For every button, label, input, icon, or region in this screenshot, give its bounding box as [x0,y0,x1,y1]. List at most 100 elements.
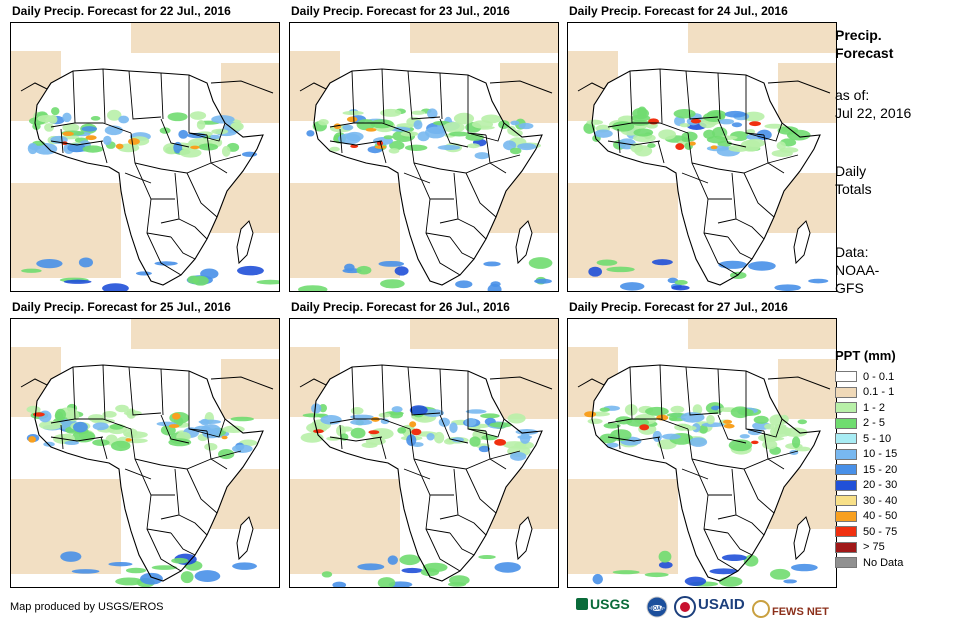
heavy-rain-cell [85,135,97,141]
country-border [425,232,461,276]
ocean-rain-cell [494,562,521,573]
rain-cell [168,438,192,447]
rain-cell [356,119,376,131]
ocean-rain-cell [60,551,82,562]
dry-area [410,23,558,53]
rain-cell [340,426,353,432]
country-border [50,140,104,146]
country-border [170,236,196,260]
rain-cell [467,143,480,149]
heavy-rain-cell [333,123,342,130]
country-border [170,532,196,556]
forecast-panel-5: Daily Precip. Forecast for 26 Jul., 2016 [289,300,559,588]
arabia-coast [489,376,553,390]
legend-swatch [835,417,857,429]
arabia-coast [767,376,831,390]
rain-cell [104,125,123,136]
country-border [703,528,739,572]
legend-item: 10 - 15 [835,447,903,463]
legend-swatch [835,557,857,569]
heavy-rain-cell [368,430,380,435]
ocean-rain-cell [774,284,801,291]
madagascar [515,220,533,265]
country-border [467,418,505,438]
rain-cell [350,427,366,439]
madagascar [236,516,254,561]
country-border [489,154,521,164]
heavy-rain-cell [690,118,702,124]
rain-cell [777,126,799,135]
heavy-rain-cell [190,145,200,150]
rain-cell [631,114,651,122]
rain-cell [350,414,374,420]
dry-area [500,359,558,419]
legend-label: > 75 [863,541,885,554]
precip-map [10,22,280,292]
rain-cell [471,120,494,129]
rain-cell [391,406,403,413]
rain-cell [66,410,80,422]
rain-cell [449,422,458,434]
rain-cell [67,143,86,153]
ocean-rain-cell [718,260,747,269]
rain-cell [92,439,110,446]
arabia-coast [489,80,553,94]
country-border [745,122,783,142]
rain-cell [102,410,117,418]
heavy-rain-cell [648,118,660,125]
africa-coastline [34,364,264,582]
country-border [128,366,162,416]
forecast-panel-4: Daily Precip. Forecast for 25 Jul., 2016 [10,300,280,588]
legend-label: 50 - 75 [863,525,898,538]
arabia-coast [767,80,831,94]
heavy-rain-cell [409,421,417,428]
precip-legend: PPT (mm) 0 - 0.1 0.1 - 1 1 - 2 2 - 5 5 - 10 1… [835,348,903,571]
legend-swatch [835,433,857,445]
rain-cell [92,422,109,431]
legend-item: 40 - 50 [835,509,903,525]
country-border [617,424,621,450]
legend-swatch [835,371,857,383]
fewsnet-text: FEWS NET [772,606,829,618]
country-border [681,468,709,480]
ocean-rain-cell [534,278,552,284]
heavy-rain-cell [365,127,377,132]
legend-title: PPT (mm) [835,348,896,363]
rain-cell [81,126,98,132]
ocean-rain-cell [791,563,818,572]
ocean-rain-cell [151,565,178,570]
country-border [210,450,242,460]
panel-title: Daily Precip. Forecast for 25 Jul., 2016 [12,300,231,314]
heavy-rain-cell [32,412,45,417]
precip-map [289,318,559,588]
rain-cell [437,145,461,151]
totals-line: Daily [835,163,867,179]
rain-cell [718,118,735,125]
forecast-panel-3: Daily Precip. Forecast for 24 Jul., 2016 [567,4,837,292]
heavy-rain-cell [115,143,124,150]
rain-cell [761,436,785,441]
ocean-rain-cell [592,573,603,585]
country-border [146,232,182,276]
country-border [439,414,469,444]
madagascar [793,220,811,265]
country-border [379,140,387,164]
ocean-rain-cell [721,554,747,561]
africa-coastline [591,364,821,582]
heavy-rain-cell [313,429,324,434]
country-border [439,72,443,120]
ocean-rain-cell [125,567,147,574]
map-credit: Map produced by USGS/EROS [10,601,164,613]
rain-cell [603,422,621,429]
data-label: Data: [835,244,869,260]
rain-cell [756,129,772,141]
legend-item: 5 - 10 [835,431,903,447]
ocean-rain-cell [671,285,690,291]
country-border [60,424,64,450]
country-border [457,218,487,240]
forecast-panel-2: Daily Precip. Forecast for 23 Jul., 2016 [289,4,559,292]
rain-cell [599,407,610,412]
heavy-rain-cell [128,138,140,145]
rain-cell [518,122,534,130]
sidebar-heading: Precip. Forecast [835,26,893,62]
